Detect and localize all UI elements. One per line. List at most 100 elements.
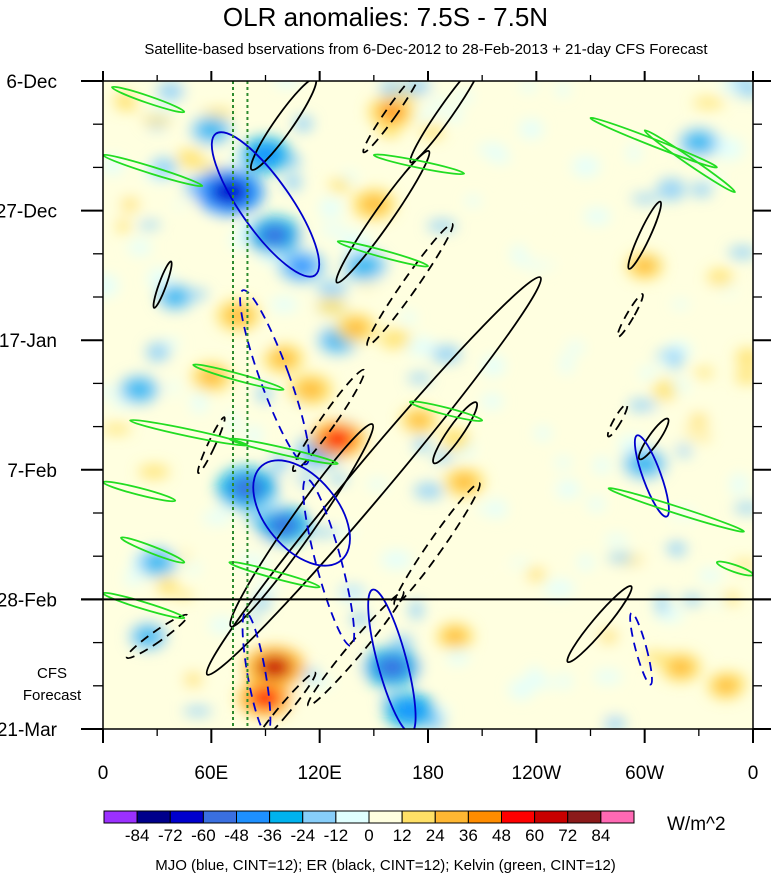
anomaly-feature-core — [634, 258, 655, 274]
anomaly-noise-cell — [593, 670, 622, 684]
anomaly-noise-cell — [492, 555, 516, 577]
anomaly-noise-cell — [329, 178, 351, 193]
mjo-contour — [633, 434, 670, 518]
colorbar-label: 48 — [492, 826, 511, 845]
colorbar-swatch — [567, 810, 602, 824]
anomaly-noise-cell — [608, 81, 629, 101]
chart-subtitle: Satellite-based bservations from 6-Dec-2… — [144, 41, 708, 58]
anomaly-noise-cell — [316, 144, 332, 154]
colorbar-swatch — [236, 810, 271, 824]
anomaly-noise-cell — [554, 697, 574, 711]
kelvin-contour — [372, 153, 466, 176]
x-tick-label: 60E — [194, 763, 228, 784]
y-tick-label: 27-Dec — [0, 202, 57, 223]
anomaly-noise-cell — [346, 560, 369, 575]
anomaly-noise-cell — [593, 457, 611, 474]
anomaly-feature-core — [344, 319, 368, 336]
anomaly-noise-cell — [611, 571, 637, 581]
anomaly-noise-cell — [203, 81, 217, 89]
colorbar-label: 72 — [558, 826, 577, 845]
anomaly-feature-core — [259, 224, 290, 246]
anomaly-feature-core — [120, 197, 140, 212]
anomaly-feature-core — [298, 380, 323, 399]
anomaly-feature-core — [288, 256, 315, 276]
er-contour — [606, 403, 629, 438]
anomaly-noise-cell — [431, 345, 462, 363]
anomaly-noise-cell — [175, 590, 193, 600]
anomaly-noise-cell — [734, 502, 753, 514]
anomaly-noise-cell — [520, 81, 537, 93]
er-contour — [205, 276, 542, 676]
colorbar-units: W/m^2 — [667, 814, 726, 835]
anomaly-noise-cell — [329, 474, 349, 485]
anomaly-noise-cell — [552, 480, 581, 498]
anomaly-noise-cell — [477, 505, 492, 514]
anomaly-noise-cell — [489, 153, 511, 163]
anomaly-noise-cell — [191, 391, 208, 413]
anomaly-noise-cell — [283, 173, 302, 191]
anomaly-feature-core — [210, 179, 249, 205]
axes: 6-Dec 27-Dec 17-Jan 7-Feb 28-Feb 21-Mar 0 60E 12… — [0, 71, 771, 784]
anomaly-noise-cell — [600, 354, 628, 364]
er-contour — [362, 81, 422, 154]
anomaly-noise-cell — [627, 399, 658, 412]
anomaly-noise-cell — [693, 367, 715, 378]
colorbar-swatch — [335, 810, 370, 824]
kelvin-contour — [336, 240, 429, 268]
wave-contours — [103, 81, 753, 729]
anomaly-noise-cell — [675, 433, 703, 447]
kelvin-contour — [192, 363, 285, 391]
kelvin-contour — [715, 560, 753, 577]
colorbar-label: -24 — [290, 826, 315, 845]
colorbar-label: 36 — [459, 826, 478, 845]
anomaly-noise-cell — [662, 515, 693, 528]
anomaly-feature-core — [183, 672, 203, 687]
anomaly-noise-cell — [529, 679, 557, 688]
anomaly-noise-cell — [728, 246, 753, 259]
anomaly-noise-cell — [274, 81, 301, 88]
anomaly-noise-cell — [138, 220, 161, 229]
er-contour — [637, 417, 670, 461]
colorbar-swatch — [302, 810, 337, 824]
er-contour — [366, 222, 454, 347]
anomaly-noise-cell — [174, 544, 206, 557]
anomaly-noise-cell — [566, 342, 585, 353]
colorbar-swatch — [202, 810, 237, 824]
anomaly-feature-core — [127, 381, 151, 398]
anomaly-noise-cell — [103, 309, 118, 319]
anomaly-feature-core — [452, 474, 476, 491]
anomaly-noise-cell — [187, 562, 201, 574]
anomaly-noise-cell — [534, 426, 552, 440]
mjo-contour — [367, 588, 417, 729]
anomaly-noise-cell — [631, 194, 659, 204]
anomaly-noise-cell — [319, 197, 342, 219]
kelvin-contour — [228, 561, 321, 589]
anomaly-noise-cell — [730, 473, 748, 496]
y-tick-label: 17-Jan — [0, 331, 57, 352]
anomaly-noise-cell — [380, 81, 401, 100]
anomaly-noise-cell — [303, 679, 335, 688]
anomaly-noise-cell — [604, 716, 626, 729]
anomaly-noise-cell — [209, 617, 236, 633]
anomaly-noise-cell — [690, 182, 713, 197]
anomaly-noise-cell — [163, 368, 177, 382]
anomaly-noise-cell — [471, 566, 501, 589]
anomaly-feature-core — [687, 134, 711, 151]
anomaly-noise-cell — [554, 457, 572, 468]
anomaly-feature-core — [200, 369, 223, 386]
anomaly-noise-cell — [734, 369, 753, 384]
anomaly-noise-cell — [225, 570, 248, 587]
colorbar-swatch — [368, 810, 403, 824]
anomaly-noise-cell — [337, 590, 368, 601]
anomaly-noise-cell — [487, 499, 507, 518]
colorbar-swatch — [467, 810, 502, 824]
er-contour — [125, 613, 189, 660]
anomaly-noise-cell — [194, 163, 220, 172]
anomaly-noise-cell — [707, 285, 732, 304]
anomaly-noise-cell — [254, 580, 279, 595]
kelvin-contour — [409, 400, 484, 422]
contour-legend-note: MJO (blue, CINT=12); ER (black, CINT=12)… — [155, 857, 616, 874]
er-contour — [335, 149, 431, 284]
x-tick-label: 60W — [625, 763, 664, 784]
anomaly-noise-cell — [249, 539, 269, 560]
